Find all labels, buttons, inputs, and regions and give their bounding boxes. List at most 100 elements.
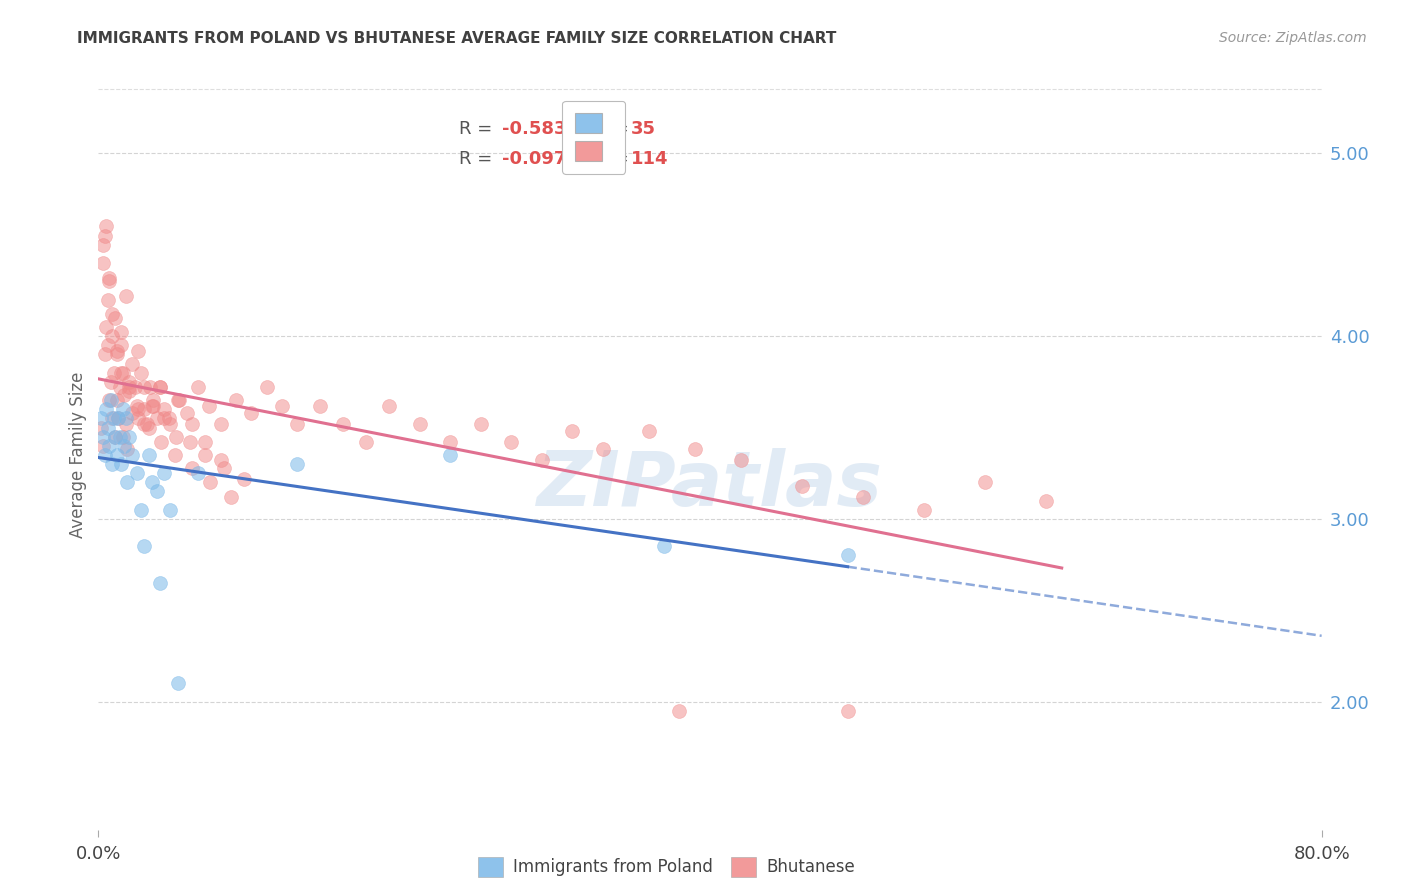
Text: R =: R = bbox=[460, 150, 498, 168]
Text: ZIPatlas: ZIPatlas bbox=[537, 448, 883, 522]
Point bbox=[117, 442, 139, 457]
Text: IMMIGRANTS FROM POLAND VS BHUTANESE AVERAGE FAMILY SIZE CORRELATION CHART: IMMIGRANTS FROM POLAND VS BHUTANESE AVER… bbox=[77, 31, 837, 46]
Point bbox=[198, 475, 221, 490]
Point bbox=[104, 430, 127, 444]
Point bbox=[209, 453, 232, 467]
Point bbox=[167, 676, 190, 690]
Point bbox=[91, 256, 114, 270]
Bar bbox=[478, 857, 503, 877]
Point bbox=[180, 460, 202, 475]
Point bbox=[107, 411, 129, 425]
Point bbox=[270, 399, 292, 413]
Point bbox=[129, 502, 152, 516]
Point bbox=[121, 406, 143, 420]
Point bbox=[974, 475, 997, 490]
Point bbox=[98, 393, 121, 408]
Point bbox=[159, 417, 181, 431]
Point bbox=[592, 442, 614, 457]
Text: Immigrants from Poland: Immigrants from Poland bbox=[513, 858, 713, 876]
Point bbox=[309, 399, 332, 413]
Point bbox=[561, 424, 583, 438]
Point bbox=[285, 417, 308, 431]
Point bbox=[134, 539, 156, 553]
Text: 114: 114 bbox=[630, 150, 668, 168]
Point bbox=[439, 448, 461, 462]
Point bbox=[285, 457, 308, 471]
Point bbox=[141, 475, 163, 490]
Point bbox=[91, 237, 114, 252]
Point bbox=[139, 380, 162, 394]
Point bbox=[93, 347, 115, 361]
Point bbox=[94, 219, 117, 234]
Point bbox=[127, 411, 149, 425]
Point bbox=[134, 417, 156, 431]
Point bbox=[97, 338, 120, 352]
Point bbox=[150, 435, 173, 450]
Text: N =: N = bbox=[583, 120, 634, 138]
Text: N =: N = bbox=[583, 150, 634, 168]
Point bbox=[94, 402, 117, 417]
Point bbox=[176, 406, 198, 420]
Point bbox=[90, 411, 112, 425]
Point bbox=[134, 380, 156, 394]
Point bbox=[138, 448, 160, 462]
Point bbox=[110, 338, 132, 352]
Point bbox=[93, 448, 115, 462]
Point bbox=[1035, 493, 1057, 508]
Point bbox=[134, 402, 156, 417]
Point bbox=[439, 435, 461, 450]
Point bbox=[136, 417, 159, 431]
Point bbox=[105, 393, 128, 408]
Point bbox=[153, 466, 176, 480]
Point bbox=[501, 435, 523, 450]
Point bbox=[354, 435, 377, 450]
Point bbox=[118, 384, 141, 398]
Point bbox=[149, 575, 172, 590]
Point bbox=[105, 347, 128, 361]
Point bbox=[110, 457, 132, 471]
Point bbox=[209, 417, 232, 431]
Point bbox=[98, 274, 121, 288]
Point bbox=[790, 479, 813, 493]
Point bbox=[470, 417, 492, 431]
Point bbox=[101, 329, 124, 343]
Point bbox=[668, 704, 690, 718]
Point bbox=[108, 430, 131, 444]
Point bbox=[104, 430, 127, 444]
Point bbox=[118, 430, 141, 444]
Point bbox=[105, 448, 128, 462]
Point bbox=[125, 399, 148, 413]
Point bbox=[683, 442, 706, 457]
Point bbox=[121, 357, 143, 371]
Point bbox=[637, 424, 661, 438]
Point bbox=[97, 293, 120, 307]
Point bbox=[408, 417, 430, 431]
Point bbox=[256, 380, 278, 394]
Point bbox=[127, 343, 149, 358]
Point bbox=[117, 475, 139, 490]
Point bbox=[100, 393, 122, 408]
Point bbox=[145, 411, 167, 425]
Point bbox=[103, 411, 125, 425]
Point bbox=[112, 439, 135, 453]
Point bbox=[138, 420, 160, 434]
Point bbox=[240, 406, 263, 420]
Point bbox=[101, 411, 124, 425]
Point bbox=[225, 393, 247, 408]
Point bbox=[912, 502, 935, 516]
Point bbox=[91, 439, 114, 453]
Point bbox=[332, 417, 354, 431]
Text: Bhutanese: Bhutanese bbox=[766, 858, 855, 876]
Bar bbox=[731, 857, 756, 877]
Point bbox=[149, 380, 172, 394]
Text: -0.583: -0.583 bbox=[502, 120, 567, 138]
Point bbox=[145, 484, 167, 499]
Point bbox=[837, 549, 859, 563]
Point bbox=[149, 380, 172, 394]
Point bbox=[163, 448, 186, 462]
Point bbox=[652, 539, 675, 553]
Point bbox=[115, 417, 138, 431]
Point bbox=[187, 380, 209, 394]
Point bbox=[127, 402, 149, 417]
Point bbox=[107, 411, 129, 425]
